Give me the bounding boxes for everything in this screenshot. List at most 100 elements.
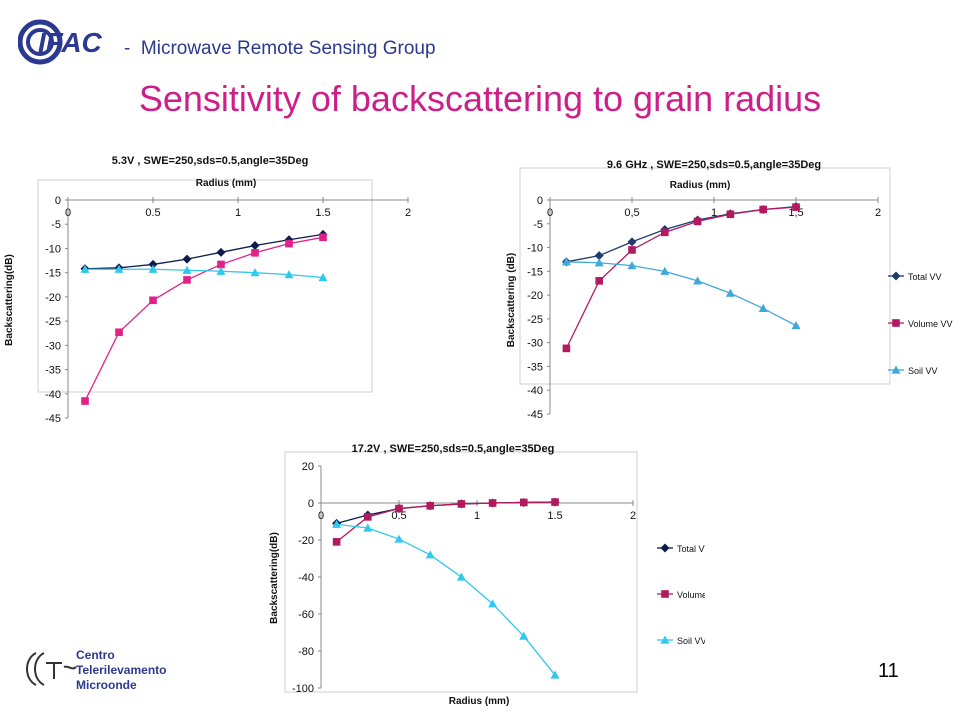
data-point: [251, 249, 259, 257]
y-axis-label: Backscattering(dB): [269, 532, 280, 624]
legend-marker: [661, 590, 669, 598]
x-tick-label: 0: [547, 207, 553, 219]
chart-9-6ghz: 9.6 GHz , SWE=250,sds=0.5,angle=35Deg 0 0,…: [506, 159, 953, 420]
x-tick-label: 2: [405, 207, 411, 219]
data-point: [217, 260, 225, 269]
chart-title: 9.6 GHz , SWE=250,sds=0.5,angle=35Deg: [607, 159, 821, 171]
x-axis-label: Radius (mm): [196, 178, 257, 189]
data-point: [627, 237, 637, 247]
data-point: [319, 233, 327, 242]
chart-title: 17.2V , SWE=250,sds=0.5,angle=35Deg: [352, 443, 555, 455]
y-tick-label: -15: [527, 266, 543, 278]
data-point: [792, 203, 800, 211]
y-tick-label: -35: [45, 365, 61, 377]
data-point: [394, 534, 404, 543]
chart-frame: [37, 179, 373, 393]
data-point: [115, 328, 123, 337]
x-axis-label: Radius (mm): [670, 180, 731, 191]
data-point: [562, 344, 571, 353]
y-tick-label: -40: [298, 572, 314, 584]
data-point: [628, 246, 636, 254]
data-point: [364, 513, 372, 521]
data-point: [284, 270, 294, 279]
x-tick-label: 1,5: [788, 207, 803, 219]
data-point: [80, 264, 90, 273]
data-point: [425, 550, 435, 559]
series-line-soil-vv: [85, 268, 324, 279]
y-tick-label: -80: [298, 646, 314, 658]
y-tick-label: -40: [45, 389, 61, 401]
x-tick-label: 1.5: [315, 207, 330, 219]
data-point: [216, 247, 226, 257]
y-tick-label: -60: [298, 609, 314, 621]
x-tick-label: 1: [711, 207, 717, 219]
data-point: [594, 258, 604, 267]
ctm-logo: [26, 652, 77, 686]
data-point: [627, 261, 637, 270]
data-point: [660, 266, 670, 275]
series-line-soil-vv: [566, 261, 797, 327]
x-tick-label: 0: [65, 207, 71, 219]
y-tick-label: -30: [45, 340, 61, 352]
x-axis-label: Radius (mm): [449, 696, 510, 707]
y-tick-label: 0: [55, 195, 61, 207]
y-tick-label: 0: [537, 195, 543, 207]
data-point: [759, 205, 767, 214]
data-point: [318, 273, 328, 282]
data-point: [725, 288, 735, 297]
x-tick-label: 1: [474, 510, 480, 522]
legend-label: Soil VV: [677, 636, 705, 646]
y-tick-label: -10: [527, 243, 543, 255]
legend-label: Total VV: [677, 544, 705, 554]
footer-org-line-2: Telerilevamento: [76, 663, 167, 677]
data-point: [519, 631, 529, 640]
x-tick-label: 2: [630, 510, 636, 522]
y-tick-label: -25: [45, 316, 61, 328]
data-point: [148, 264, 158, 273]
y-tick-label: 0: [308, 498, 314, 510]
x-tick-label: 1.5: [547, 510, 562, 522]
legend-marker: [660, 543, 670, 553]
chart-17-2v: 17.2V , SWE=250,sds=0.5,angle=35Deg 0 0.5 1…: [269, 443, 705, 707]
legend-marker: [891, 271, 901, 281]
data-point: [182, 254, 192, 264]
data-point: [285, 239, 293, 248]
series-line-volume-vv: [84, 236, 324, 402]
x-tick-label: 1: [235, 207, 241, 219]
data-point: [149, 296, 157, 305]
x-tick-label: 0,5: [624, 207, 639, 219]
group-title: - Microwave Remote Sensing Group: [124, 38, 436, 60]
chart-title: 5.3V , SWE=250,sds=0.5,angle=35Deg: [112, 155, 309, 167]
y-axis-label: Backscattering (dB): [506, 253, 517, 347]
legend-label: Volume VV: [677, 590, 705, 600]
legend-label: Volume VV: [908, 319, 953, 329]
data-point: [594, 251, 604, 261]
legend-marker: [660, 635, 670, 644]
data-point: [791, 321, 801, 330]
y-tick-label: -40: [527, 385, 543, 397]
y-axis-label: Backscattering(dB): [4, 254, 15, 346]
ifac-logo: IFAC: [18, 19, 103, 65]
title-separator: -: [124, 38, 131, 59]
y-tick-label: -20: [298, 535, 314, 547]
x-tick-label: 0.5: [391, 510, 406, 522]
data-point: [114, 264, 124, 273]
data-point: [661, 228, 669, 237]
data-point: [561, 257, 571, 266]
data-point: [250, 268, 260, 277]
data-point: [250, 241, 260, 251]
y-tick-label: -5: [533, 219, 543, 231]
y-tick-label: 20: [302, 461, 314, 473]
data-point: [363, 523, 373, 532]
data-point: [182, 265, 192, 274]
y-tick-label: -45: [45, 413, 61, 422]
footer-org: Centro Telerilevamento Microonde: [76, 648, 166, 693]
series-line-total-vv: [84, 233, 324, 270]
chart-5-3v: 5.3V , SWE=250,sds=0.5,angle=35Deg 0 0.5 1 1…: [4, 155, 411, 422]
y-tick-label: -5: [51, 219, 61, 231]
y-tick-label: -100: [292, 683, 314, 695]
data-point: [551, 498, 559, 506]
data-point: [81, 397, 89, 405]
data-point: [216, 266, 226, 275]
data-point: [550, 670, 560, 679]
